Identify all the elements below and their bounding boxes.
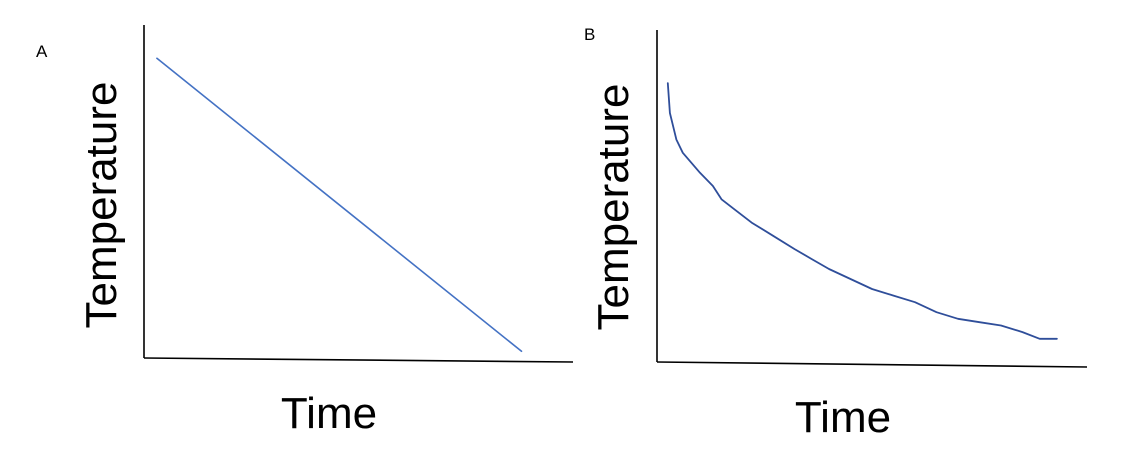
panel-a-letter: A: [36, 42, 48, 61]
panel-b-x-axis: [656, 361, 1088, 368]
panel-a: A Temperature Time: [36, 25, 574, 438]
panel-a-y-axis-title: Temperature: [77, 81, 126, 328]
panel-b-temperature-curve: [666, 82, 1058, 340]
panel-a-x-axis-title: Time: [281, 389, 377, 438]
panel-b-x-axis-title: Time: [795, 393, 891, 442]
panel-a-temperature-line: [156, 57, 523, 353]
panel-b: B Temperature Time: [584, 25, 1088, 442]
panel-a-x-axis: [143, 357, 574, 363]
panel-b-letter: B: [584, 25, 595, 44]
panel-b-y-axis-title: Temperature: [589, 83, 638, 330]
